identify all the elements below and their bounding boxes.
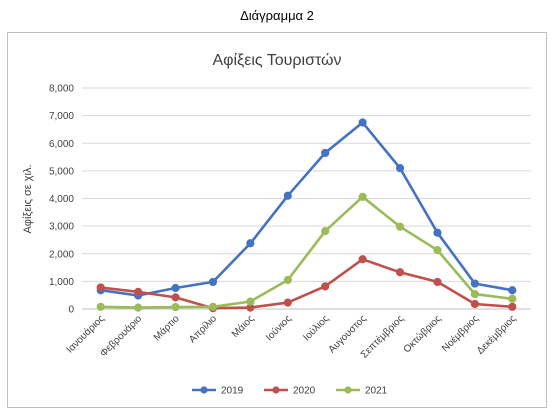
y-tick-label: 1,000 [49, 277, 74, 288]
data-point [321, 148, 330, 158]
data-point [358, 192, 367, 201]
figure-caption: Διάγραμμα 2 [240, 8, 314, 23]
series-lines [96, 118, 517, 313]
data-point [395, 164, 405, 173]
y-tick-label: 7,000 [49, 111, 74, 122]
series-line-2019 [99, 121, 514, 297]
legend-marker [200, 386, 208, 394]
data-point [171, 293, 180, 302]
chart-frame [7, 32, 547, 408]
data-point [208, 302, 218, 311]
data-point [433, 246, 442, 255]
series-line-2021 [99, 195, 514, 309]
series-2021 [96, 192, 517, 312]
data-point [134, 287, 143, 296]
data-point [96, 302, 105, 311]
data-point [171, 283, 180, 293]
legend-label: 2021 [365, 386, 388, 397]
y-tick-label: 8,000 [49, 84, 74, 95]
data-point [283, 298, 292, 307]
series-2019 [96, 118, 517, 300]
x-tick-label: Μάρτιο [151, 312, 182, 343]
legend-marker [344, 386, 352, 394]
series-2020 [96, 255, 517, 313]
legend-marker [272, 386, 280, 394]
data-point [134, 303, 143, 312]
legend-item-2020: 2020 [264, 386, 316, 397]
data-point [508, 302, 517, 311]
data-point [470, 289, 479, 299]
y-axis-label: Αφίξεις σε χιλ. [22, 164, 34, 233]
legend-item-2021: 2021 [336, 386, 388, 397]
legend-label: 2019 [221, 386, 244, 397]
y-axis-ticks: 0 1,000 2,000 3,000 4,000 5,000 6,000 7,000 8,00… [49, 84, 74, 316]
data-point [208, 277, 218, 287]
y-tick-label: 5,000 [49, 166, 74, 177]
data-point [395, 222, 405, 231]
y-tick-label: 4,000 [49, 194, 74, 205]
data-point [283, 275, 292, 285]
data-point [321, 226, 330, 236]
y-tick-label: 3,000 [49, 222, 74, 233]
legend-item-2019: 2019 [192, 386, 244, 397]
x-tick-label: Δεκέμβριος [474, 313, 518, 357]
data-point [358, 255, 367, 264]
chart-title: Αφίξεις Τουριστών [212, 52, 341, 69]
y-tick-label: 6,000 [49, 139, 74, 150]
data-point [470, 279, 479, 288]
legend: 2019 2020 2021 [192, 386, 388, 397]
data-point [395, 268, 405, 277]
x-tick-label: Απρίλιο [186, 312, 219, 345]
data-point [508, 294, 517, 303]
y-tick-label: 0 [68, 305, 74, 316]
data-point [470, 299, 479, 309]
data-point [358, 118, 367, 127]
x-tick-label: Μάιος [229, 313, 257, 341]
y-tick-label: 2,000 [49, 249, 74, 260]
data-point [321, 282, 330, 291]
x-tick-label: Οκτώβριος [401, 313, 444, 356]
x-tick-label: Ιούνιος [263, 313, 294, 344]
x-tick-label: Ιούλιος [301, 313, 332, 344]
data-point [283, 191, 292, 200]
legend-label: 2020 [293, 386, 316, 397]
data-point [433, 228, 442, 237]
series-line-2020 [99, 257, 514, 310]
data-point [171, 302, 180, 312]
data-point [246, 297, 255, 306]
gridlines [82, 87, 531, 310]
data-point [246, 239, 255, 248]
data-point [508, 286, 517, 295]
data-point [433, 277, 442, 287]
data-point [96, 283, 105, 292]
